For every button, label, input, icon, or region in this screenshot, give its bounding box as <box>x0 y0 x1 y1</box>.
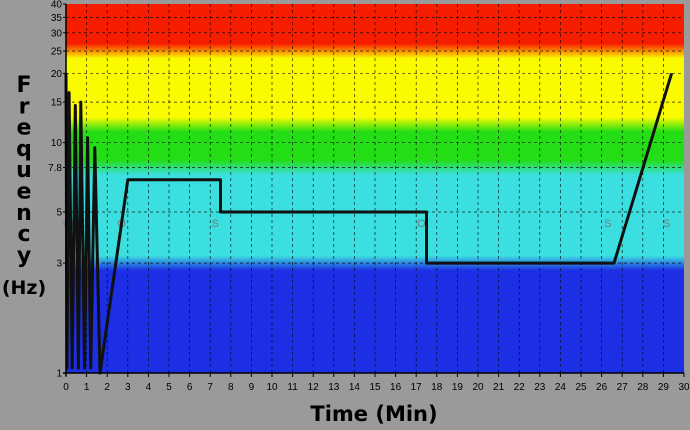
x-tick-label: 10 <box>266 382 278 393</box>
x-axis-ticks: 0 1 2 3 4 5 6 7 8 9 10 11 12 13 14 15 16 17 18 19 20 21 22 23 24… <box>63 373 690 393</box>
grid <box>66 4 684 373</box>
y-axis-label-letter: e <box>17 116 32 141</box>
y-tick-label: 35 <box>51 13 63 24</box>
y-axis-label-letter: q <box>16 137 32 162</box>
y-tick-label: 5 <box>56 208 62 219</box>
y-axis-label-letter: r <box>19 94 30 119</box>
y-tick-label: 30 <box>51 28 63 39</box>
x-tick-label: 14 <box>349 382 361 393</box>
x-tick-label: 4 <box>146 382 152 393</box>
y-axis-unit-label: (Hz) <box>2 277 46 299</box>
y-axis-label-letter: c <box>17 222 30 247</box>
x-tick-label: 12 <box>308 382 320 393</box>
y-tick-label: 7.8 <box>48 163 62 174</box>
x-tick-label: 29 <box>658 382 670 393</box>
x-tick-label: 16 <box>390 382 402 393</box>
y-tick-label: 10 <box>51 138 63 149</box>
frequency-series-line <box>64 72 674 375</box>
y-tick-label: 20 <box>51 69 63 80</box>
y-tick-label: 15 <box>51 98 63 109</box>
x-tick-label: 5 <box>166 382 172 393</box>
stage-marker: O <box>417 218 426 230</box>
y-axis-label-letter: n <box>16 201 32 226</box>
y-axis-label-letter: e <box>17 180 32 205</box>
stage-marker: S <box>212 218 219 230</box>
x-tick-label: 1 <box>84 382 90 393</box>
x-tick-label: 26 <box>596 382 608 393</box>
x-tick-label: 20 <box>472 382 484 393</box>
x-tick-label: 2 <box>104 382 110 393</box>
x-tick-label: 27 <box>617 382 629 393</box>
x-tick-label: 22 <box>514 382 526 393</box>
x-tick-label: 23 <box>534 382 546 393</box>
y-tick-label: 1 <box>56 369 62 380</box>
x-tick-label: 24 <box>555 382 567 393</box>
y-axis-label-letter: u <box>16 158 32 183</box>
x-tick-label: 13 <box>328 382 340 393</box>
y-tick-label: 3 <box>56 259 62 270</box>
x-tick-label: 18 <box>431 382 443 393</box>
x-tick-label: 30 <box>678 382 690 393</box>
x-tick-label: 3 <box>125 382 131 393</box>
x-tick-label: 11 <box>287 382 298 393</box>
x-tick-label: 6 <box>187 382 193 393</box>
x-tick-label: 21 <box>493 382 505 393</box>
x-tick-label: 9 <box>249 382 255 393</box>
y-axis-label-letter: F <box>16 73 31 98</box>
x-tick-label: 28 <box>637 382 649 393</box>
y-axis-label-letter: y <box>17 243 31 268</box>
stage-marker: S <box>604 218 611 230</box>
x-tick-label: 7 <box>207 382 213 393</box>
x-tick-label: 25 <box>575 382 587 393</box>
x-tick-label: 19 <box>452 382 464 393</box>
x-axis-label: Time (Min) <box>310 402 437 426</box>
x-tick-label: 0 <box>63 382 69 393</box>
x-tick-label: 17 <box>411 382 423 393</box>
y-tick-label: 25 <box>51 47 63 58</box>
y-tick-label: 40 <box>51 0 63 11</box>
series-layer <box>64 72 674 375</box>
x-tick-label: 8 <box>228 382 234 393</box>
stage-marker: S <box>663 218 670 230</box>
x-tick-label: 15 <box>369 382 381 393</box>
